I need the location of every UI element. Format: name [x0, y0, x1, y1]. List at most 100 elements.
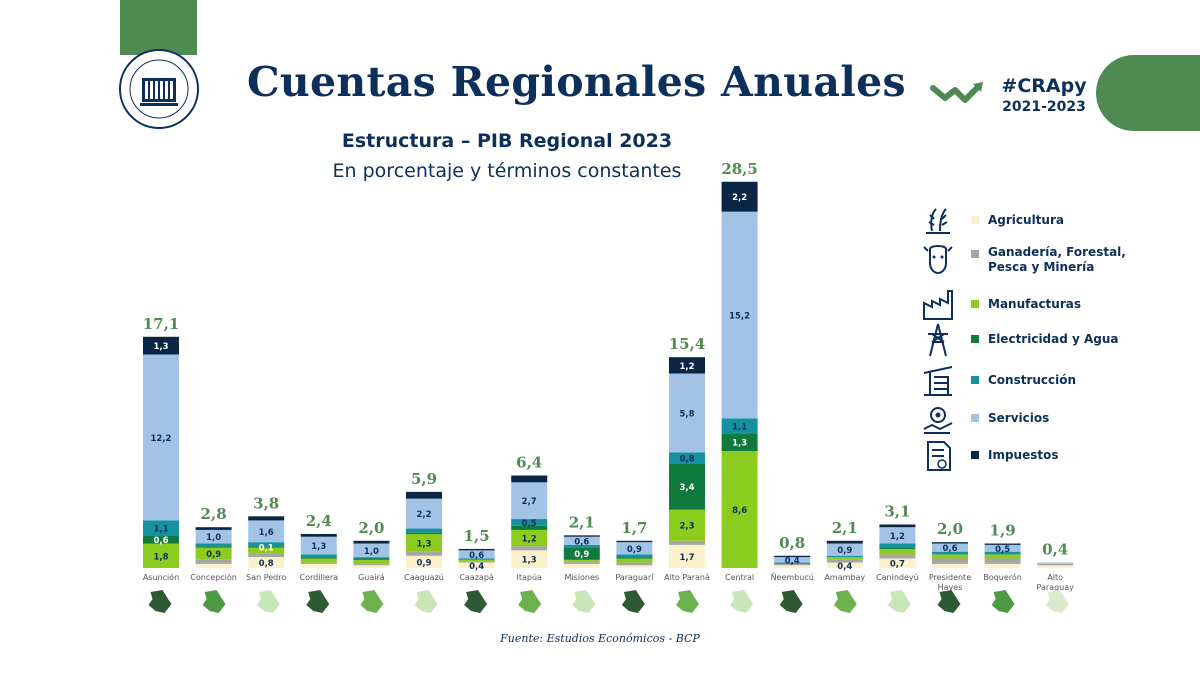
bar-segment-1	[826, 562, 863, 568]
bar-segment-1	[616, 565, 653, 568]
bar-segment-1	[984, 563, 1021, 568]
data-label: 0,1	[259, 543, 274, 553]
bar-segment-7	[616, 540, 653, 543]
bar-segment-3	[300, 558, 337, 563]
bar-segment-7	[353, 540, 390, 544]
hashtag: #CRApy	[1001, 75, 1087, 97]
construction-icon	[923, 366, 953, 396]
bar-segment-6	[511, 482, 548, 520]
total-label: 2,1	[832, 519, 858, 537]
total-label: 5,9	[411, 470, 437, 488]
bar-segment-1	[511, 550, 548, 568]
data-label: 12,2	[151, 434, 172, 444]
bar-segment-5	[300, 554, 337, 558]
data-label: 0,9	[206, 550, 221, 560]
bar-segment-5	[143, 520, 179, 536]
bar-segment-7	[563, 535, 600, 537]
bar-segment-3	[669, 509, 705, 541]
bar-segment-5	[826, 555, 863, 558]
bar-segment-3	[458, 559, 495, 562]
bar-segment-6	[774, 557, 811, 563]
bar-segment-6	[406, 498, 442, 529]
category-label: Alto Paraná	[664, 573, 710, 582]
bar-segment-2	[669, 540, 705, 545]
chart-title: Estructura – PIB Regional 2023	[341, 130, 673, 152]
data-label: 1,3	[153, 342, 168, 352]
data-label: 1,3	[732, 439, 747, 449]
data-label: 8,6	[732, 506, 747, 516]
region-map-icon	[676, 590, 699, 613]
bar-segment-2	[406, 551, 442, 556]
bar-segment-6	[563, 536, 600, 545]
bar-segment-2	[1037, 563, 1074, 566]
data-label: 0,9	[627, 545, 642, 555]
bar-segment-2	[248, 553, 285, 558]
bar-segment-4	[143, 535, 179, 544]
data-label: 0,5	[522, 519, 537, 529]
category-label: Caazapá	[459, 573, 494, 582]
services-icon	[923, 407, 953, 434]
category-label: Boquerón	[983, 572, 1022, 582]
category-label: Guairá	[358, 573, 385, 582]
bar-segment-3	[353, 559, 390, 564]
data-label: 0,8	[679, 454, 694, 464]
bar-segment-3	[406, 534, 442, 552]
bar-segment-1	[458, 562, 495, 568]
bar-segment-5	[774, 562, 811, 564]
data-label: 0,4	[469, 562, 484, 572]
bar-segment-4	[721, 433, 758, 452]
bar-segment-7	[932, 542, 968, 544]
bar-segment-3	[248, 547, 285, 554]
bar-segment-4	[669, 463, 705, 510]
bar-segment-4	[511, 525, 548, 530]
region-map-icon	[360, 590, 384, 613]
bar-segment-6	[353, 543, 390, 558]
bar-segment-4	[563, 547, 600, 560]
bcp-logo	[119, 49, 199, 129]
page-title: Cuentas Regionales Anuales	[247, 58, 906, 106]
data-label: 1,7	[679, 553, 694, 563]
category-label: Amambay	[824, 573, 865, 582]
source-note: Fuente: Estudios Económicos - BCP	[500, 632, 700, 645]
total-label: 1,7	[621, 519, 647, 537]
bar-segment-6	[458, 550, 495, 559]
tax-document-icon	[927, 441, 951, 471]
bar-segment-2	[984, 558, 1021, 564]
bar-segment-3	[511, 529, 548, 547]
bar-segment-5	[616, 554, 653, 558]
bar-segment-2	[826, 559, 863, 563]
data-label: 0,9	[574, 550, 589, 560]
category-label: Misiones	[565, 573, 600, 582]
bar-segment-3	[616, 558, 653, 563]
period-years: 2021-2023	[1002, 99, 1086, 115]
bar-segment-5	[932, 551, 968, 555]
category-label: San Pedro	[246, 573, 286, 582]
data-label: 1,3	[416, 539, 431, 549]
region-map-icon	[256, 590, 280, 613]
data-label: 1,1	[732, 422, 747, 432]
region-map-icon	[621, 590, 645, 613]
category-label: Hayes	[938, 583, 963, 592]
bar-segment-3	[879, 548, 916, 555]
total-label: 2,4	[306, 512, 332, 530]
bar-segment-4	[879, 547, 916, 549]
legend-swatch	[971, 216, 979, 224]
region-map-icon	[572, 590, 596, 613]
bar-segment-2	[774, 563, 811, 566]
legend-label: Construcción	[988, 373, 1077, 387]
bar-segment-1	[563, 563, 600, 568]
bar-segment-5	[563, 544, 600, 548]
bar-segment-2	[511, 546, 548, 551]
bar-segment-3	[984, 554, 1021, 559]
header-band	[1096, 55, 1200, 131]
region-map-icon	[414, 590, 438, 613]
data-label: 0,9	[416, 558, 431, 568]
bar-segment-7	[406, 491, 442, 499]
bar-segment-1	[879, 558, 916, 568]
bar-segment-1	[195, 563, 232, 568]
bar-segment-7	[984, 543, 1021, 545]
bar-segment-7	[879, 524, 916, 528]
bar-segment-5	[721, 418, 758, 434]
legend-label: Impuestos	[988, 448, 1059, 462]
data-label: 3,4	[679, 483, 694, 493]
